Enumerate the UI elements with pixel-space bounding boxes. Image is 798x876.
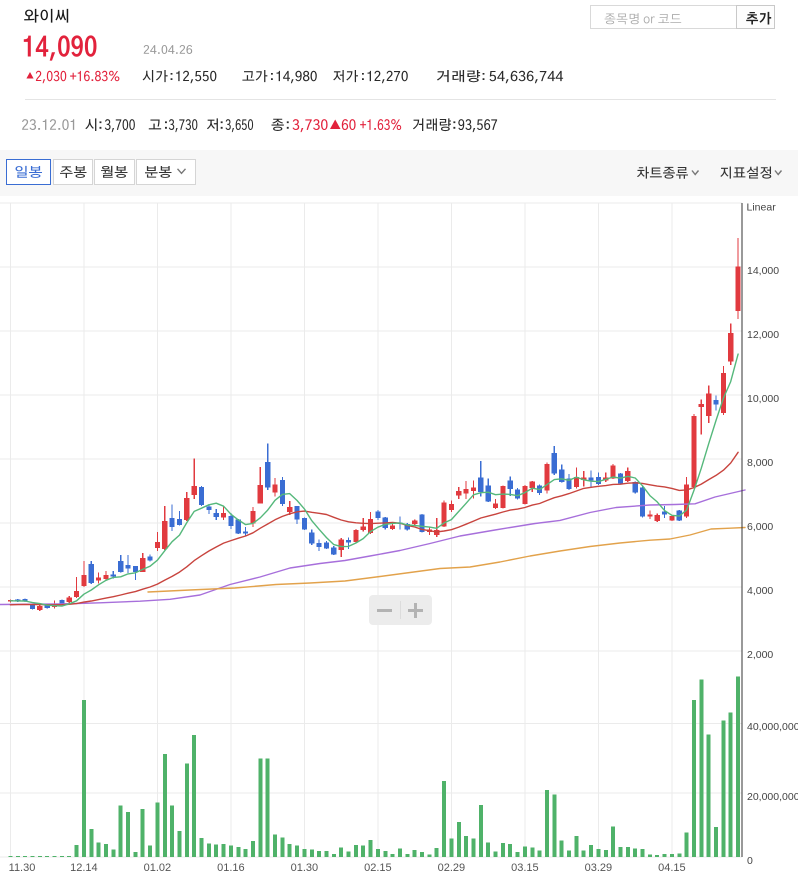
svg-text:01.30: 01.30	[291, 862, 319, 874]
svg-text:03.15: 03.15	[511, 862, 539, 874]
svg-text:40,000,000: 40,000,000	[747, 721, 798, 733]
svg-text:11.30: 11.30	[9, 862, 36, 874]
svg-text:03.29: 03.29	[585, 862, 613, 874]
svg-text:01.02: 01.02	[144, 862, 172, 874]
svg-text:12.14: 12.14	[70, 862, 98, 874]
svg-text:6,000: 6,000	[747, 521, 773, 533]
svg-text:14,000: 14,000	[747, 265, 779, 277]
svg-text:02.15: 02.15	[364, 862, 392, 874]
svg-text:20,000,000: 20,000,000	[747, 791, 798, 803]
svg-text:12,000: 12,000	[747, 329, 779, 341]
svg-text:Linear: Linear	[747, 202, 777, 214]
svg-text:0: 0	[747, 855, 753, 867]
svg-text:02.29: 02.29	[438, 862, 466, 874]
svg-text:01.16: 01.16	[217, 862, 245, 874]
svg-text:2,000: 2,000	[747, 649, 773, 661]
svg-text:8,000: 8,000	[747, 457, 773, 469]
svg-text:10,000: 10,000	[747, 393, 779, 405]
svg-text:4,000: 4,000	[747, 585, 773, 597]
svg-text:04.15: 04.15	[658, 862, 686, 874]
